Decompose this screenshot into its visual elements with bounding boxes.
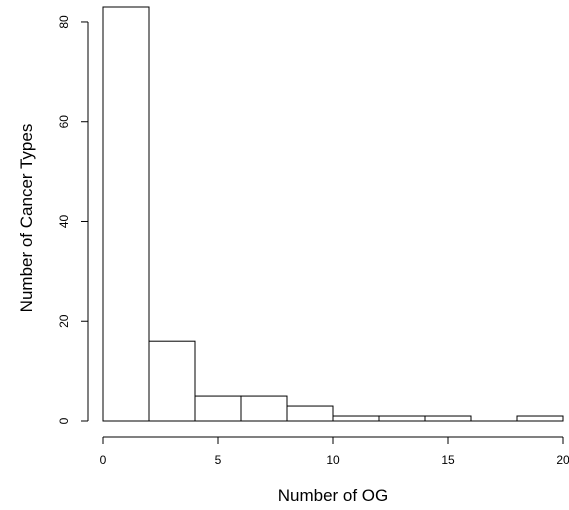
- y-axis: 0 20 40 60 80: [57, 15, 89, 424]
- y-tick-label: 40: [57, 214, 71, 228]
- y-tick-label: 60: [57, 115, 71, 129]
- x-tick-label: 10: [326, 453, 340, 467]
- histogram-bar-4: [286, 405, 334, 422]
- histogram-bar-7: [424, 415, 472, 422]
- y-tick-label: 20: [57, 314, 71, 328]
- x-axis: 0 5 10 15 20: [100, 436, 569, 467]
- histogram-bar-6: [378, 415, 426, 422]
- x-tick-label: 0: [100, 453, 107, 467]
- x-tick-label: 15: [441, 453, 455, 467]
- y-tick-label: 80: [57, 15, 71, 29]
- bars-group: [102, 6, 564, 422]
- histogram-bar-3: [240, 395, 288, 422]
- y-axis-title: Number of Cancer Types: [17, 124, 36, 313]
- histogram-bar-1: [148, 340, 196, 422]
- histogram-bar-0: [102, 6, 150, 422]
- x-tick-label: 5: [215, 453, 222, 467]
- y-tick-label: 0: [57, 417, 71, 424]
- histogram-bar-5: [332, 415, 380, 422]
- x-tick-label: 20: [556, 453, 569, 467]
- x-axis-title: Number of OG: [278, 486, 389, 505]
- histogram-bar-9: [516, 415, 564, 422]
- histogram-bar-2: [194, 395, 242, 422]
